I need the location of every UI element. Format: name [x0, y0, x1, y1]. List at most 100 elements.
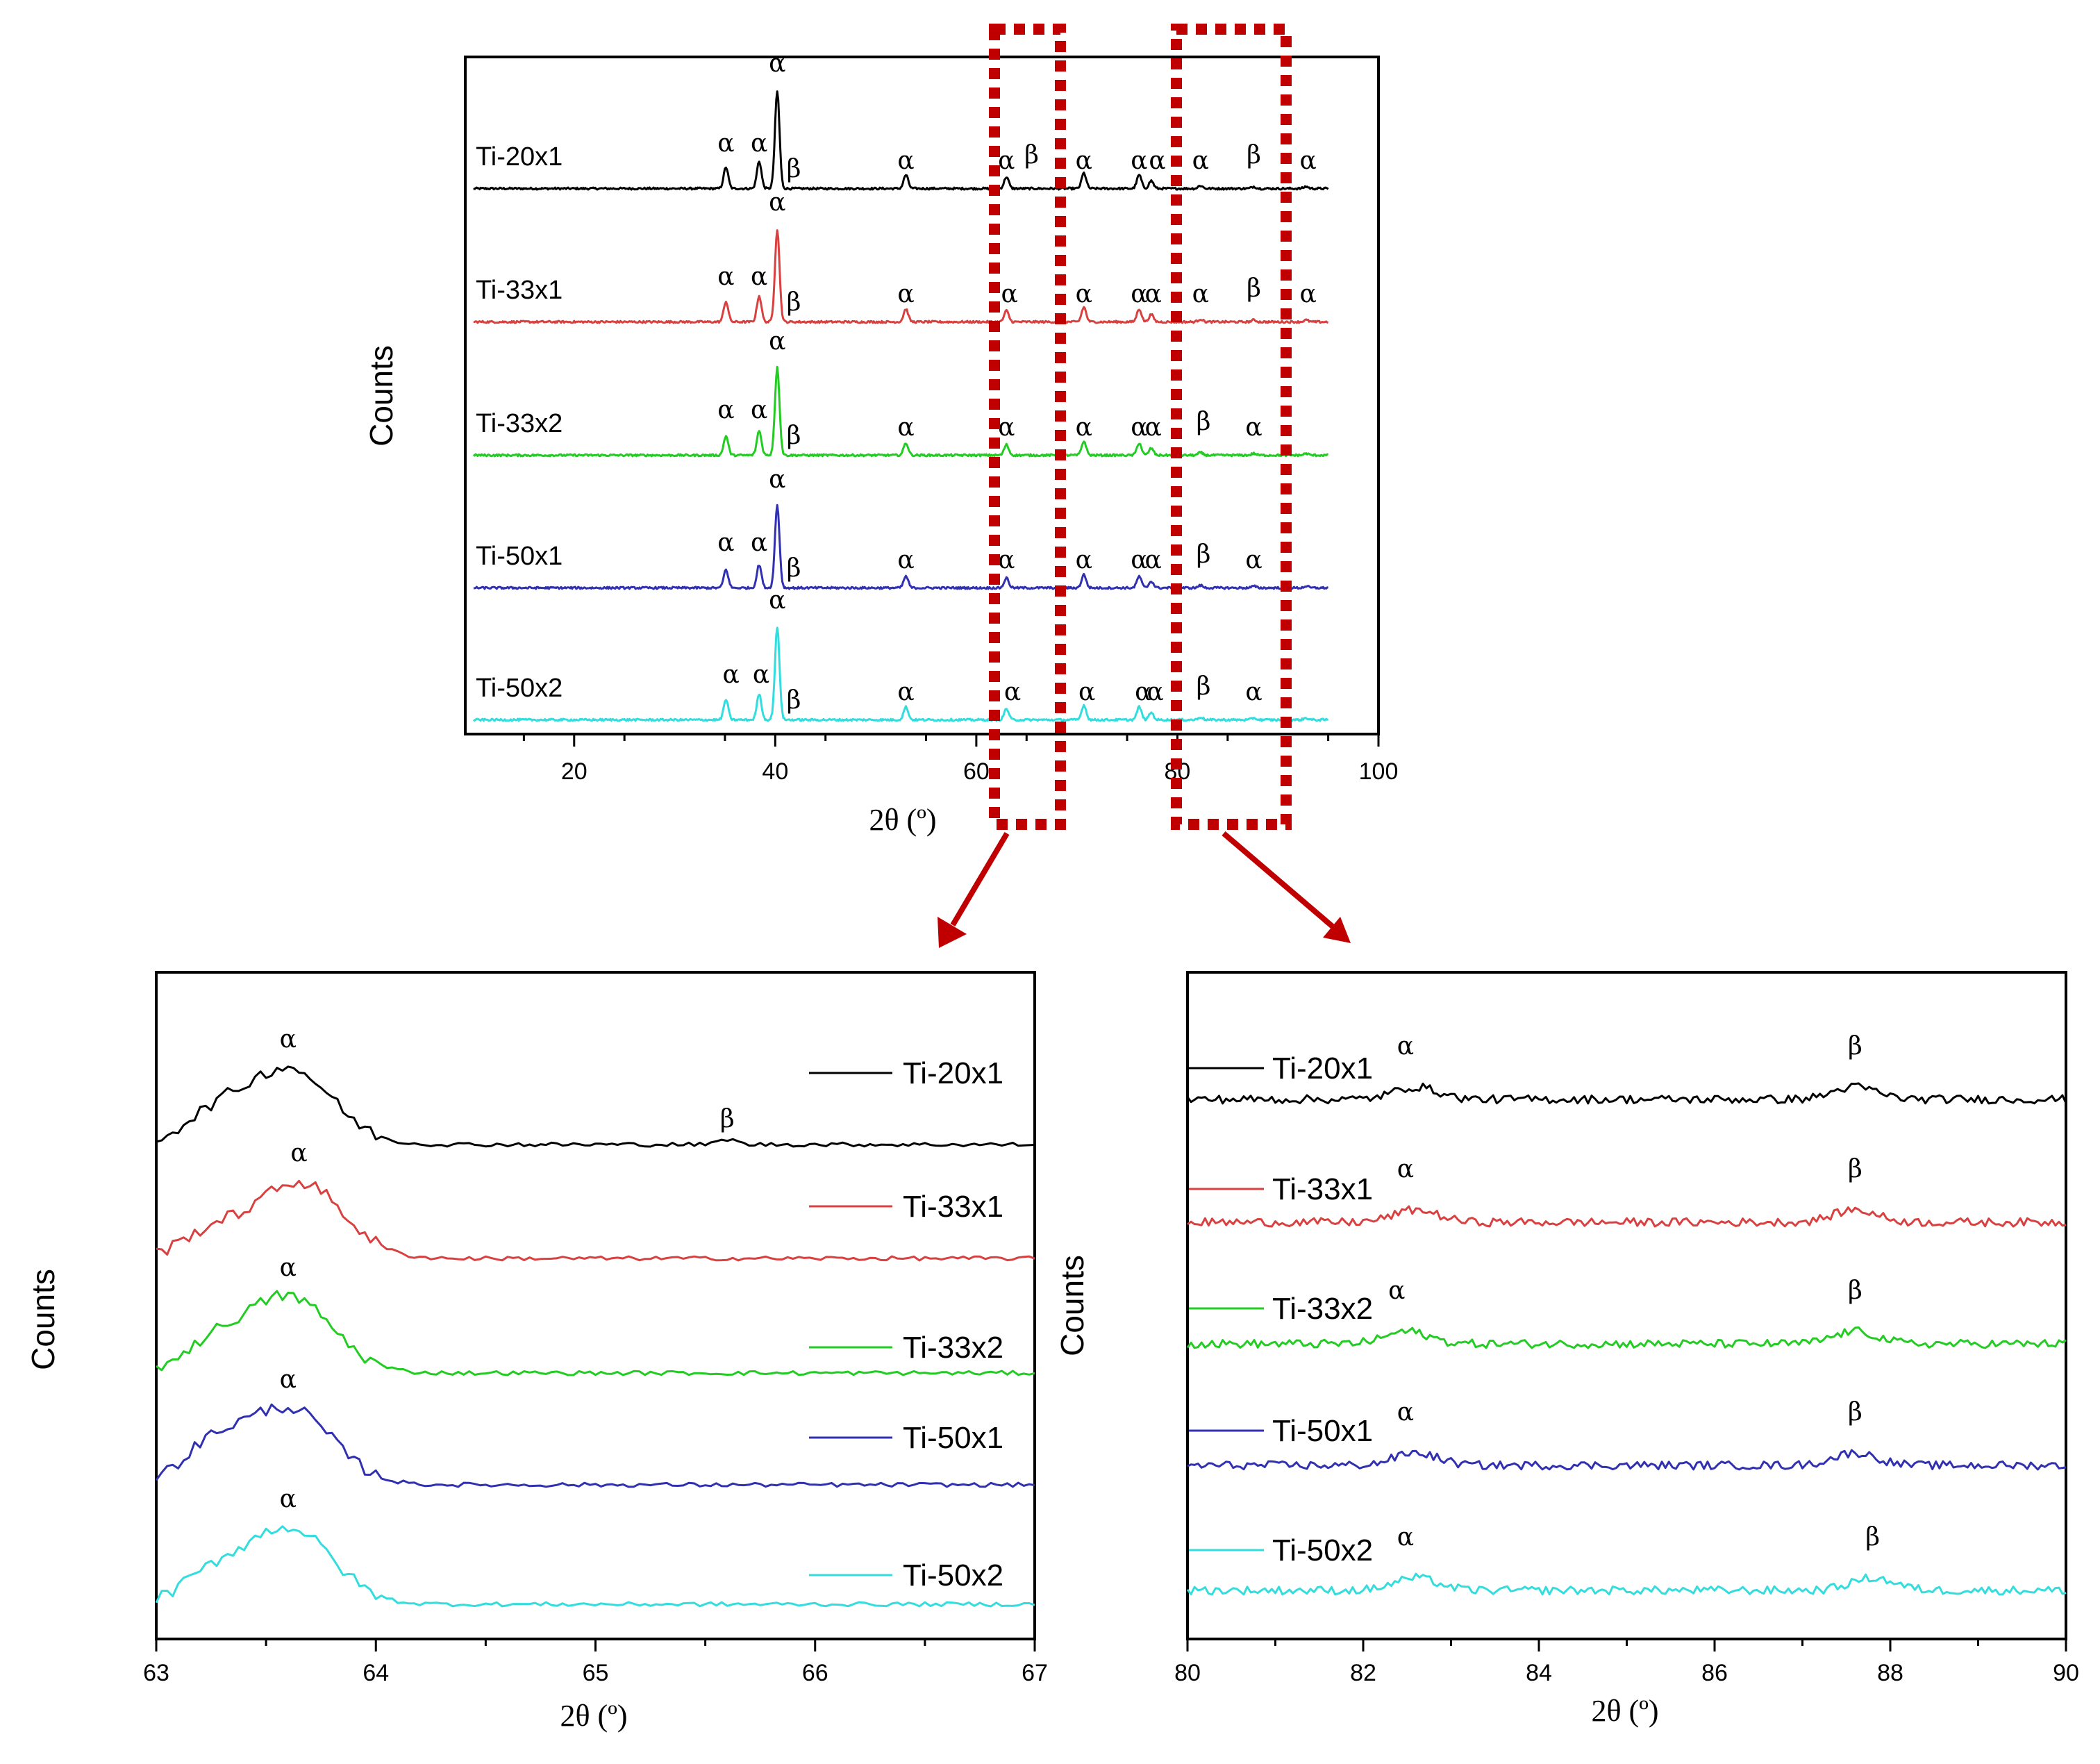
- overview-trace: [473, 626, 1329, 722]
- overview-y-axis-title: Counts: [363, 345, 399, 447]
- zoom-right-x-tick-label: 90: [2053, 1660, 2079, 1686]
- overview-phase-label: α: [1145, 546, 1162, 574]
- overview-phase-label: α: [1131, 413, 1147, 442]
- overview-phase-label: β: [1247, 274, 1261, 303]
- overview-phase-label: α: [1076, 413, 1092, 442]
- overview-phase-label: α: [717, 529, 734, 557]
- zoom-right-y-axis-title: Counts: [1054, 1255, 1090, 1356]
- overview-phase-label: α: [1001, 280, 1018, 308]
- zoom-right-x-ticks: 80 82 84 86 88 90: [1174, 1639, 2079, 1686]
- overview-sample-label: Ti-33x2: [476, 409, 562, 438]
- overview-x-axis-title: 2θ (º): [869, 803, 936, 837]
- zoom-right-x-tick-label: 86: [1701, 1660, 1728, 1686]
- zoom-left-legend-label: Ti-33x1: [903, 1190, 1003, 1224]
- zoom-right-phase-label: β: [1848, 1032, 1862, 1060]
- overview-phase-label: α: [1078, 678, 1095, 706]
- zoom-right-labels: Ti-20x1 α β Ti-33x1 α β Ti-33x2 α β Ti-50x1 α β Ti-5…: [1189, 1032, 1880, 1567]
- overview-phase-label: β: [1247, 141, 1261, 169]
- zoom-left-x-tick-label: 66: [802, 1660, 828, 1686]
- zoom-left-phase-label: α: [290, 1139, 307, 1167]
- zoom-right-phase-label: α: [1397, 1155, 1414, 1183]
- zoom-right-legend-label: Ti-20x1: [1272, 1051, 1373, 1085]
- zoom-left-legend-label: Ti-50x2: [903, 1558, 1003, 1592]
- overview-phase-label: α: [722, 660, 739, 689]
- overview-trace: [473, 504, 1328, 590]
- overview-phase-label: α: [769, 586, 785, 615]
- overview-phase-label: β: [1197, 408, 1211, 436]
- overview-phase-label: α: [1245, 546, 1262, 574]
- zoom-left-legend-label: Ti-50x1: [903, 1421, 1003, 1455]
- zoom-left-chart: 63 64 65 66 67 Ti-20x1 α β Ti-33x1 α Ti-33x2 α Ti-5…: [25, 971, 1048, 1733]
- overview-trace: [472, 365, 1328, 458]
- zoom-left-phase-label: α: [280, 1365, 297, 1394]
- zoom-right-legend-label: Ti-50x2: [1272, 1533, 1373, 1567]
- zoom-left-trace: [155, 1525, 1035, 1608]
- overview-plot-frame: [464, 56, 1380, 735]
- overview-phase-label: α: [1076, 280, 1092, 308]
- overview-phase-label: β: [787, 155, 801, 183]
- overview-phase-label: α: [1076, 147, 1092, 175]
- zoom-left-x-axis-title: 2θ (º): [560, 1699, 627, 1733]
- zoom-right-traces: [1186, 1082, 2067, 1596]
- zoom-left-phase-label: α: [280, 1025, 297, 1054]
- overview-x-ticks: 20 40 60 80 100: [522, 734, 1399, 785]
- overview-phase-label: α: [1145, 413, 1162, 442]
- overview-phase-label: α: [897, 147, 914, 175]
- overview-phase-label: α: [1131, 546, 1147, 574]
- overview-phase-label: α: [751, 263, 767, 291]
- arrow-right-head: [1323, 917, 1351, 943]
- overview-phase-label: α: [998, 413, 1015, 442]
- zoom-left-x-tick-label: 63: [143, 1660, 169, 1686]
- zoom-left-trace: [156, 1065, 1035, 1148]
- zoom-right-x-tick-label: 84: [1526, 1660, 1552, 1686]
- zoom-left-x-tick-label: 64: [362, 1660, 389, 1686]
- overview-x-tick-label: 100: [1359, 758, 1399, 785]
- overview-phase-label: α: [1192, 147, 1209, 175]
- overview-phase-label: α: [897, 280, 914, 308]
- overview-x-tick-label: 40: [762, 758, 788, 785]
- zoom-left-trace: [156, 1290, 1035, 1376]
- zoom-right-phase-label: α: [1397, 1032, 1414, 1060]
- overview-x-tick-label: 20: [561, 758, 588, 785]
- zoom-right-trace: [1187, 1449, 2067, 1471]
- overview-trace: [473, 229, 1329, 324]
- overview-phase-label: α: [1076, 546, 1092, 574]
- overview-phase-label: α: [717, 396, 734, 424]
- arrow-right-shaft: [1222, 831, 1335, 930]
- zoom-left-x-ticks: 63 64 65 66 67: [143, 1639, 1048, 1686]
- overview-phase-label: α: [897, 413, 914, 442]
- zoom-right-trace: [1186, 1326, 2067, 1349]
- overview-phase-label: β: [787, 554, 801, 583]
- overview-phase-label: α: [1299, 280, 1316, 308]
- zoom-left-phase-label: α: [280, 1485, 297, 1513]
- zoom-right-x-tick-label: 88: [1877, 1660, 1903, 1686]
- overview-phase-label: α: [769, 465, 785, 494]
- overview-sample-label: Ti-33x1: [476, 276, 562, 305]
- arrow-left-shaft: [950, 831, 1010, 927]
- zoom-right-legend-label: Ti-50x1: [1272, 1414, 1373, 1448]
- overview-phase-label: α: [751, 129, 767, 158]
- zoom-left-legend-label: Ti-33x2: [903, 1331, 1003, 1365]
- zoom-right-phase-label: β: [1848, 1155, 1862, 1183]
- overview-phase-label: α: [998, 147, 1015, 175]
- overview-phase-label: α: [1192, 280, 1209, 308]
- zoom-left-trace: [155, 1403, 1035, 1488]
- arrow-left-head: [938, 917, 967, 948]
- zoom-left-y-axis-title: Counts: [25, 1269, 61, 1370]
- arrow-to-right-zoom: [1222, 831, 1351, 943]
- overview-phase-label: β: [787, 288, 801, 317]
- overview-phase-label: α: [717, 263, 734, 291]
- zoom-left-traces: [155, 1065, 1035, 1608]
- zoom-left-labels: Ti-20x1 α β Ti-33x1 α Ti-33x2 α Ti-50x1 α Ti-50x2…: [280, 1025, 1004, 1592]
- zoom-right-phase-label: β: [1848, 1276, 1862, 1305]
- zoom-right-phase-label: α: [1388, 1276, 1405, 1305]
- overview-x-tick-label: 60: [963, 758, 990, 785]
- zoom-right-trace: [1186, 1572, 2067, 1596]
- overview-phase-label: α: [1004, 678, 1021, 706]
- zoom-left-phase-label: β: [720, 1105, 735, 1133]
- zoom-left-legend-label: Ti-20x1: [903, 1056, 1003, 1090]
- zoom-right-phase-label: α: [1397, 1398, 1414, 1426]
- overview-phase-label: α: [1245, 678, 1262, 706]
